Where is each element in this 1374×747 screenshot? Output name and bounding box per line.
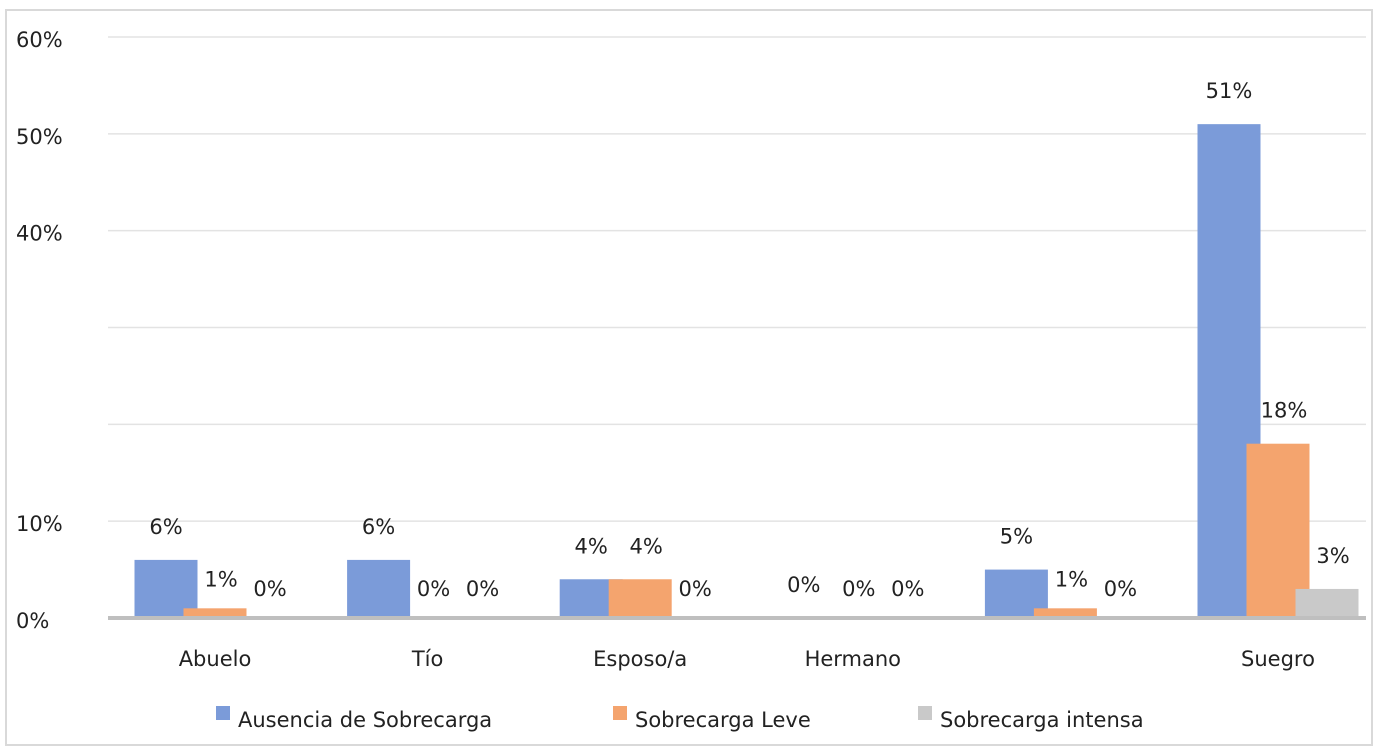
legend-swatch: [613, 706, 627, 720]
value-label: 0%: [466, 577, 499, 601]
bar: [1033, 608, 1097, 618]
y-tick-label: 40%: [16, 222, 63, 246]
value-label: 3%: [1316, 544, 1349, 568]
value-label: 0%: [891, 577, 924, 601]
bar: [608, 579, 672, 618]
x-tick-label: Tío: [411, 647, 444, 671]
chart-frame: [5, 9, 1373, 746]
value-label: 6%: [149, 515, 182, 539]
x-tick-label: Abuelo: [179, 647, 252, 671]
legend-swatch: [918, 706, 932, 720]
bar: [1295, 588, 1359, 618]
value-label: 4%: [630, 534, 663, 558]
x-tick-label: Suegro: [1241, 647, 1315, 671]
legend-label: Ausencia de Sobrecarga: [238, 708, 492, 732]
y-tick-label: 60%: [16, 28, 63, 52]
value-label: 51%: [1206, 79, 1253, 103]
x-tick-label: Esposo/a: [593, 647, 687, 671]
bar: [183, 608, 247, 618]
value-label: 0%: [417, 577, 450, 601]
value-label: 4%: [575, 534, 608, 558]
value-label: 18%: [1261, 399, 1308, 423]
legend-label: Sobrecarga Leve: [635, 708, 811, 732]
value-label: 5%: [1000, 525, 1033, 549]
value-label: 1%: [1055, 567, 1088, 591]
value-label: 1%: [204, 567, 237, 591]
value-label: 0%: [787, 573, 820, 597]
legend-swatch: [216, 706, 230, 720]
value-label: 0%: [1104, 577, 1137, 601]
bar: [347, 559, 411, 618]
value-label: 0%: [842, 577, 875, 601]
legend-label: Sobrecarga intensa: [940, 708, 1144, 732]
value-label: 6%: [362, 515, 395, 539]
value-label: 0%: [253, 577, 286, 601]
y-tick-label: 10%: [16, 512, 63, 536]
value-label: 0%: [679, 577, 712, 601]
y-tick-label: 0%: [16, 609, 49, 633]
x-tick-label: Hermano: [805, 647, 901, 671]
y-tick-label: 50%: [16, 125, 63, 149]
